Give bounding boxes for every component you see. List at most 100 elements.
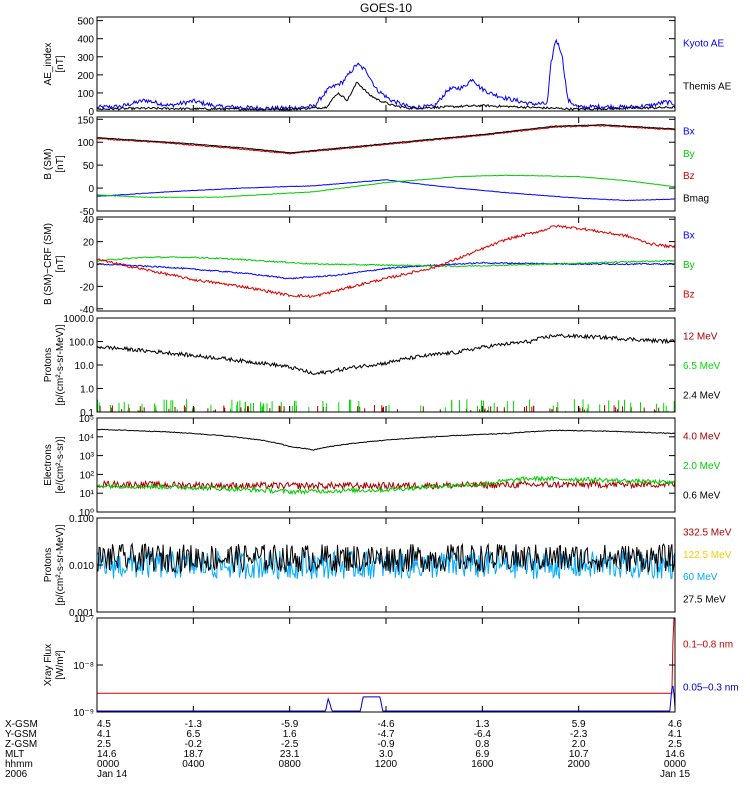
panel-frame [96,617,676,713]
ephemeris-value: Jan 14 [97,769,127,780]
ephemeris-label: Z-GSM [5,739,37,750]
y-axis-label: Protons [43,348,54,382]
y-axis-label: Electrons [43,444,54,486]
ephemeris-table: X-GSM 4.5 -1.3 -5.9 -4.6 1.3 5.9 4.6 Y-GSM 4.1 6.5… [5,719,690,780]
legend-entry: 0.05–0.3 nm [683,682,739,693]
legend-entry: 27.5 MeV [683,595,726,606]
legend-entry: By [683,149,695,160]
y-tick-label: 10³ [80,452,95,463]
panel-7: 10⁻⁹ 10⁻⁸ 10⁻⁷ Xray Flux [W/m²] 0.1–0.8 nm 0.0… [43,614,739,719]
ephemeris-value: 4.1 [668,729,682,740]
ephemeris-value: 18.7 [184,749,204,760]
legend-entry: 12 MeV [683,332,718,343]
legend-entry: 332.5 MeV [683,527,732,538]
ephemeris-value: 1.6 [283,729,297,740]
figure-title: GOES-10 [360,1,412,15]
legend-entry: 2.4 MeV [683,390,721,401]
legend-entry: 122.5 MeV [683,550,732,561]
y-tick-label: 20 [83,238,95,249]
ephemeris-value: Jan 15 [660,769,690,780]
y-tick-label: 10⁵ [79,414,94,425]
y-tick-label: 10⁻⁷ [74,614,94,625]
legend-entry: 0.6 MeV [683,490,721,501]
panel-5: 10⁰ 10¹ 10² 10³ 10⁴ 10⁵ Electrons [e/(cm²-s-sr)… [43,414,721,519]
y-axis-label: AE_index [43,43,54,86]
ephemeris-label: hhmm [5,759,33,770]
series-4-3 [97,332,675,376]
ephemeris-value: 3.0 [379,749,393,760]
y-tick-label: 100 [77,138,94,149]
legend-entry: Bz [683,171,695,182]
ephemeris-value: 4.1 [97,729,111,740]
ephemeris-value: 0000 [97,759,120,770]
y-tick-label: 10⁻⁹ [73,708,94,719]
ephemeris-value: 4.6 [668,719,682,730]
series-1-1 [97,38,675,111]
y-tick-label: 0.100 [69,514,94,525]
panel-3: -40 -20 0 20 40 B (SM)−CRF (SM) [nT] Bx By Bz [43,215,695,316]
y-axis-label: [p/(cm²-s-sr-MeV)] [55,324,66,405]
y-tick-label: 40 [83,215,95,226]
ephemeris-value: 14.6 [97,749,117,760]
ephemeris-value: 6.5 [186,729,200,740]
y-tick-label: 10.0 [75,361,95,372]
ephemeris-value: 6.9 [475,749,489,760]
y-tick-label: -40 [80,305,95,316]
panel-2: -50 0 50 100 150 B (SM) [nT] Bx By Bz Bmag [43,115,709,218]
y-tick-label: 0 [88,107,94,118]
ephemeris-value: 1.3 [475,719,489,730]
y-axis-label: [p/(cm²-s-sr-MeV)] [55,524,66,605]
ephemeris-value: 2.0 [572,739,586,750]
series-2-4 [97,124,675,154]
legend-entry: Themis AE [683,81,732,92]
panel-frame [96,417,676,513]
y-tick-label: 0.010 [69,561,94,572]
y-tick-label: 0.1 [80,408,94,419]
series-3-2 [97,256,675,268]
ephemeris-value: 4.5 [97,719,111,730]
y-tick-label: 10⁴ [79,433,94,444]
legend-entry: Bz [683,289,695,300]
ephemeris-value: 1600 [471,759,494,770]
y-tick-label: 300 [77,53,94,64]
ephemeris-value: 0.8 [475,739,489,750]
series-5-1 [97,479,675,491]
y-tick-label: 10² [80,470,95,481]
ephemeris-value: 1200 [375,759,398,770]
y-tick-label: 0.001 [69,608,94,619]
ephemeris-value: 0000 [664,759,687,770]
y-tick-label: 0 [88,184,94,195]
y-tick-label: 1.0 [80,385,94,396]
legend-entry: Kyoto AE [683,39,724,50]
y-tick-label: 100 [77,89,94,100]
ephemeris-value: -2.3 [570,729,588,740]
ephemeris-value: 0800 [279,759,302,770]
ephemeris-value: 0400 [182,759,205,770]
legend-entry: 6.5 MeV [683,361,721,372]
y-axis-label: B (SM) [43,148,54,179]
ephemeris-label: X-GSM [5,719,38,730]
ephemeris-value: 23.1 [280,749,300,760]
y-tick-label: 150 [77,115,94,126]
legend-entry: Bmag [683,194,709,205]
y-tick-label: -50 [80,207,95,218]
series-5-2 [97,475,675,496]
y-tick-label: 0 [88,260,94,271]
ephemeris-value: -1.3 [185,719,203,730]
series-2-2 [97,174,675,199]
legend-entry: By [683,260,695,271]
ephemeris-value: 2.5 [97,739,111,750]
ephemeris-value: 2.5 [668,739,682,750]
y-axis-label: Protons [43,548,54,582]
legend-entry: 4.0 MeV [683,432,721,443]
ephemeris-value: -4.7 [377,729,395,740]
series-2-3 [97,124,675,155]
ephemeris-label: 2006 [5,769,28,780]
y-axis-label: [W/m²] [55,650,66,680]
y-tick-label: 50 [83,161,95,172]
y-tick-label: 10⁰ [79,508,94,519]
series-7-1 [97,618,675,694]
y-tick-label: 1000.0 [63,314,94,325]
y-axis-label: [nT] [55,255,66,272]
series-3-3 [97,224,675,299]
